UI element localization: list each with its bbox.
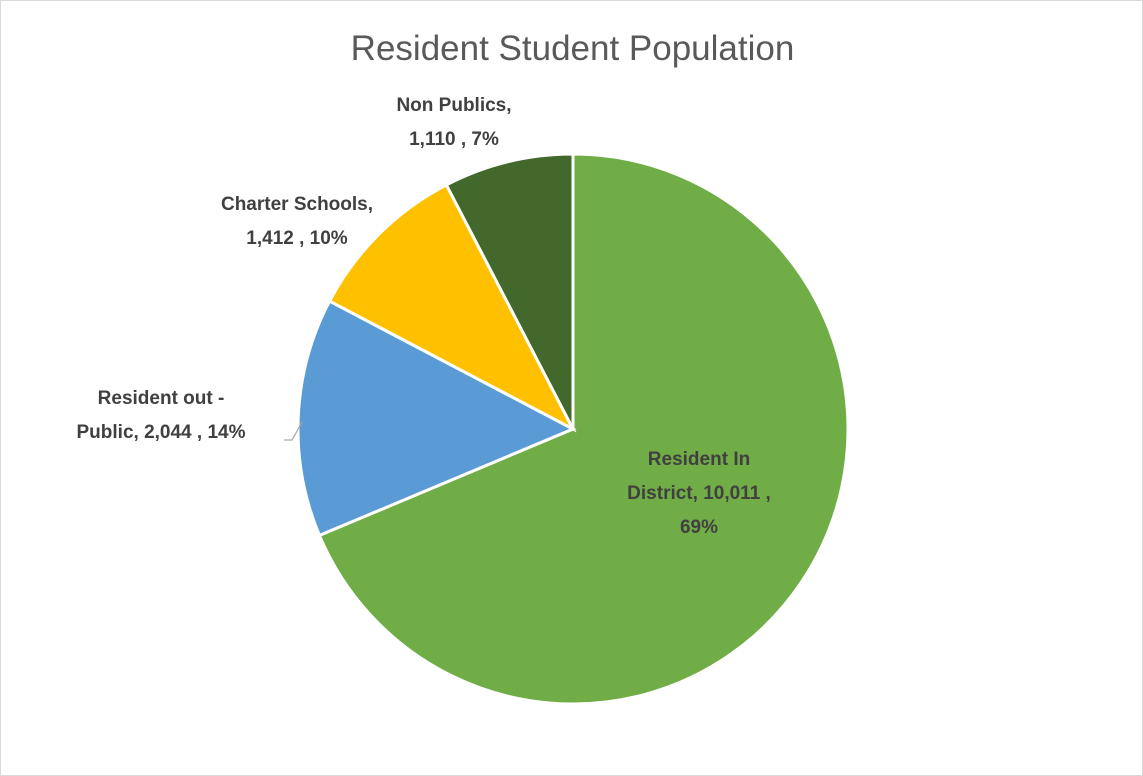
pie-slices bbox=[296, 152, 850, 706]
data-label-resident-in-district: Resident In District, 10,011 , 69% bbox=[627, 449, 771, 538]
chart-title: Resident Student Population bbox=[350, 29, 795, 68]
pie-slice-resident-in-district bbox=[317, 152, 850, 706]
leader-lines bbox=[284, 421, 303, 441]
data-label-resident-out-public: Resident out -Public, 2,044 , 14% bbox=[77, 388, 246, 443]
pie-slice-non-publics bbox=[444, 152, 575, 430]
data-label-charter-schools: Charter Schools, 1,412 , 10% bbox=[221, 194, 373, 249]
leader-line-resident-out-public bbox=[284, 421, 303, 441]
data-labels: Resident In District, 10,011 , 69% Resident… bbox=[77, 95, 771, 538]
data-label-non-publics: Non Publics, 1,110 , 7% bbox=[396, 95, 511, 150]
pie-slice-resident-out-public bbox=[296, 299, 577, 538]
pie-slice-charter-schools bbox=[327, 182, 577, 433]
